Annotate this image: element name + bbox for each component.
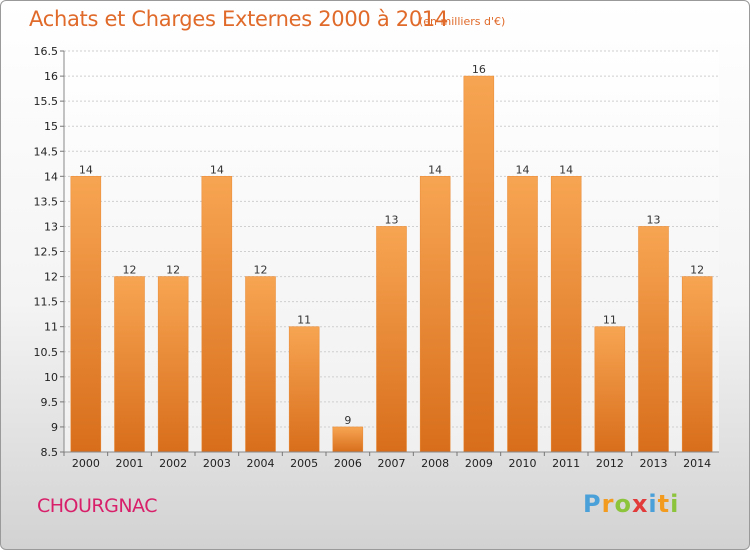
- logo-letter: o: [614, 490, 632, 518]
- data-label-2006: 9: [344, 414, 351, 427]
- y-tick-label: 12: [44, 271, 58, 284]
- data-label-2005: 11: [297, 314, 311, 327]
- data-label-2008: 14: [428, 163, 442, 176]
- y-tick-label: 13: [44, 220, 58, 233]
- x-tick-label: 2011: [552, 457, 580, 470]
- bar-2003: [201, 176, 233, 453]
- logo-letter: r: [601, 490, 615, 518]
- x-tick-label: 2004: [247, 457, 275, 470]
- data-label-2000: 14: [79, 163, 93, 176]
- x-tick-label: 2007: [378, 457, 406, 470]
- data-label-2003: 14: [210, 163, 224, 176]
- x-tick-label: 2009: [465, 457, 493, 470]
- bar-2007: [376, 226, 407, 453]
- y-tick-label: 9.5: [41, 396, 59, 409]
- data-label-2009: 16: [472, 63, 486, 76]
- data-label-2004: 12: [254, 264, 268, 277]
- data-label-2013: 13: [647, 213, 661, 226]
- logo-letter: i: [648, 490, 658, 518]
- x-tick-label: 2008: [421, 457, 449, 470]
- y-tick-label: 15: [44, 120, 58, 133]
- bar-2000: [70, 176, 102, 453]
- y-tick-label: 10.5: [34, 346, 59, 359]
- bar-2012: [594, 326, 626, 453]
- x-tick-label: 2010: [509, 457, 537, 470]
- proxiti-logo: Proxiti: [583, 490, 679, 518]
- bar-2005: [288, 326, 320, 453]
- bar-2006: [332, 426, 364, 453]
- data-label-2001: 12: [123, 264, 137, 277]
- logo-letter: x: [631, 490, 649, 518]
- logo-letter: t: [657, 490, 671, 518]
- y-tick-label: 15.5: [34, 95, 59, 108]
- bar-2002: [157, 276, 189, 453]
- data-label-2007: 13: [385, 213, 399, 226]
- chart-subtitle: (en milliers d'€): [419, 15, 506, 28]
- bar-2011: [550, 176, 582, 453]
- data-label-2012: 11: [603, 314, 617, 327]
- x-tick-label: 2012: [596, 457, 624, 470]
- bar-2009: [463, 75, 495, 453]
- data-label-2010: 14: [516, 163, 530, 176]
- y-tick-label: 11: [44, 321, 58, 334]
- x-tick-label: 2005: [290, 457, 318, 470]
- data-label-2011: 14: [559, 163, 573, 176]
- y-tick-label: 13.5: [34, 195, 59, 208]
- data-label-2002: 12: [166, 264, 180, 277]
- logo-letter: i: [670, 490, 680, 518]
- commune-name: CHOURGNAC: [37, 495, 157, 517]
- x-tick-label: 2002: [159, 457, 187, 470]
- x-tick-label: 2001: [116, 457, 144, 470]
- y-tick-label: 14: [44, 170, 58, 183]
- logo-letter: P: [583, 490, 602, 518]
- bar-2001: [114, 276, 145, 453]
- y-tick-label: 10: [44, 371, 58, 384]
- chart-title: Achats et Charges Externes 2000 à 2014: [29, 7, 449, 31]
- bar-2004: [245, 276, 276, 453]
- x-tick-label: 2003: [203, 457, 231, 470]
- y-tick-label: 14.5: [34, 145, 59, 158]
- x-tick-label: 2000: [72, 457, 100, 470]
- y-tick-label: 12.5: [34, 246, 59, 259]
- x-tick-label: 2014: [683, 457, 711, 470]
- y-tick-label: 11.5: [34, 296, 59, 309]
- bar-2013: [638, 226, 669, 453]
- y-tick-label: 16.5: [34, 45, 59, 58]
- y-tick-label: 9: [51, 421, 58, 434]
- x-tick-label: 2006: [334, 457, 362, 470]
- bar-2014: [681, 276, 713, 453]
- bar-2008: [419, 176, 451, 453]
- bar-2010: [507, 176, 538, 453]
- data-label-2014: 12: [690, 264, 704, 277]
- x-tick-label: 2013: [640, 457, 668, 470]
- y-tick-label: 8.5: [41, 446, 59, 459]
- y-tick-label: 16: [44, 70, 58, 83]
